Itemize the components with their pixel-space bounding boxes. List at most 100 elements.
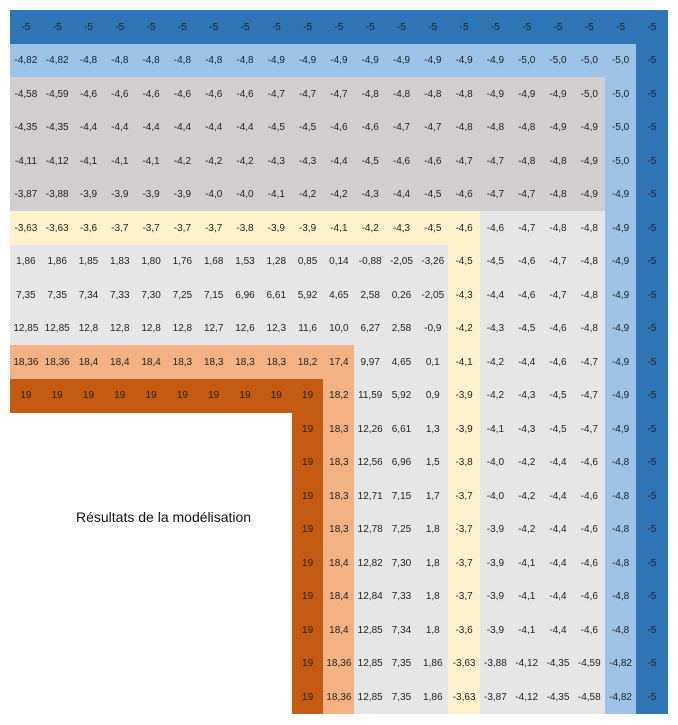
cell: -4,6 (542, 345, 574, 379)
cell: -4,1 (260, 177, 293, 212)
cell: -5,0 (604, 77, 637, 111)
cell: 18,3 (323, 412, 355, 446)
cell: -4,8 (542, 211, 574, 245)
cell: 12,78 (354, 512, 387, 547)
cell: -4,8 (135, 43, 167, 78)
cell: 1,5 (416, 445, 449, 480)
cell: 18,4 (103, 345, 136, 379)
cell: 0,1 (416, 345, 449, 379)
cell: 18,4 (135, 345, 167, 379)
cell: -5 (291, 10, 324, 44)
cell: -4,6 (385, 144, 418, 178)
cell: -4,4 (166, 110, 199, 145)
cell: -4,7 (291, 77, 324, 111)
cell: 19 (291, 613, 324, 647)
cell: -4,6 (573, 479, 606, 513)
cell: -4,4 (135, 110, 167, 145)
cell: -4,1 (72, 144, 105, 178)
cell: -5 (636, 244, 668, 279)
cell: -3,9 (291, 211, 324, 245)
cell: -4,6 (573, 512, 606, 547)
cell: -4,5 (354, 144, 387, 178)
cell: 12,85 (354, 680, 387, 714)
cell: -4,9 (385, 43, 418, 78)
cell: -4,7 (573, 345, 606, 379)
cell: -4,12 (510, 680, 543, 714)
cell: -5,0 (542, 43, 574, 78)
caption: Résultats de la modélisation (76, 509, 252, 525)
cell: -4,8 (573, 211, 606, 245)
cell: -4,82 (10, 43, 42, 78)
cell: -2,05 (416, 278, 449, 312)
cell: -4,9 (291, 43, 324, 78)
cell: 18,3 (323, 512, 355, 547)
cell: -4,1 (135, 144, 167, 178)
cell: -3,9 (72, 177, 105, 212)
cell: -3,87 (479, 680, 512, 714)
cell: -4,7 (479, 177, 512, 212)
cell: -4,8 (72, 43, 105, 78)
cell: -5 (636, 77, 668, 111)
cell: 19 (197, 378, 230, 413)
cell: -4,82 (604, 646, 637, 681)
cell: -4,6 (229, 77, 261, 111)
cell: 4,65 (323, 278, 355, 312)
cell: -4,8 (385, 77, 418, 111)
cell: -4,2 (448, 311, 480, 346)
cell: -5 (260, 10, 293, 44)
cell: -4,5 (542, 412, 574, 446)
cell: 1,68 (197, 244, 230, 279)
cell: 19 (291, 445, 324, 480)
cell: -4,6 (103, 77, 136, 111)
cell: 19 (291, 378, 324, 413)
cell: -4,8 (573, 311, 606, 346)
cell: -4,4 (542, 546, 574, 580)
cell: -3,88 (41, 177, 74, 212)
cell: 19 (291, 646, 324, 681)
cell: -5 (636, 646, 668, 681)
cell: -4,4 (229, 110, 261, 145)
cell: -4,8 (448, 110, 480, 145)
cell: -4,9 (604, 378, 637, 413)
cell: 12,3 (260, 311, 293, 346)
cell: -4,2 (197, 144, 230, 178)
cell: -5 (510, 10, 543, 44)
cell: -4,6 (416, 144, 449, 178)
cell: -3,63 (41, 211, 74, 245)
cell: 5,92 (385, 378, 418, 413)
cell: -4,5 (448, 244, 480, 279)
cell: -5 (10, 10, 42, 44)
cell: -5 (573, 10, 606, 44)
cell: 7,35 (385, 680, 418, 714)
cell: 19 (103, 378, 136, 413)
cell: 12,8 (72, 311, 105, 346)
cell: 4,65 (385, 345, 418, 379)
cell: 18,3 (197, 345, 230, 379)
cell: -4,3 (510, 378, 543, 413)
cell: 18,36 (41, 345, 74, 379)
cell: -4,9 (604, 412, 637, 446)
cell: -5 (479, 10, 512, 44)
cell: -5,0 (573, 77, 606, 111)
cell: -4,82 (604, 680, 637, 714)
cell: -5 (229, 10, 261, 44)
cell: -4,6 (573, 613, 606, 647)
cell: -4,2 (510, 512, 543, 547)
cell: 12,82 (354, 546, 387, 580)
cell: 7,25 (166, 278, 199, 312)
cell: 7,35 (41, 278, 74, 312)
cell: -3,7 (448, 512, 480, 547)
cell: -4,5 (510, 311, 543, 346)
cell: -5 (636, 311, 668, 346)
cell: -4,1 (510, 546, 543, 580)
cell: -3,26 (416, 244, 449, 279)
cell: -4,4 (103, 110, 136, 145)
cell: -5 (197, 10, 230, 44)
cell: -4,9 (510, 77, 543, 111)
cell: -4,9 (604, 211, 637, 245)
cell: 6,61 (385, 412, 418, 446)
cell: -4,5 (479, 244, 512, 279)
cell: -5 (103, 10, 136, 44)
cell: 1,8 (416, 512, 449, 547)
cell: -3,7 (135, 211, 167, 245)
